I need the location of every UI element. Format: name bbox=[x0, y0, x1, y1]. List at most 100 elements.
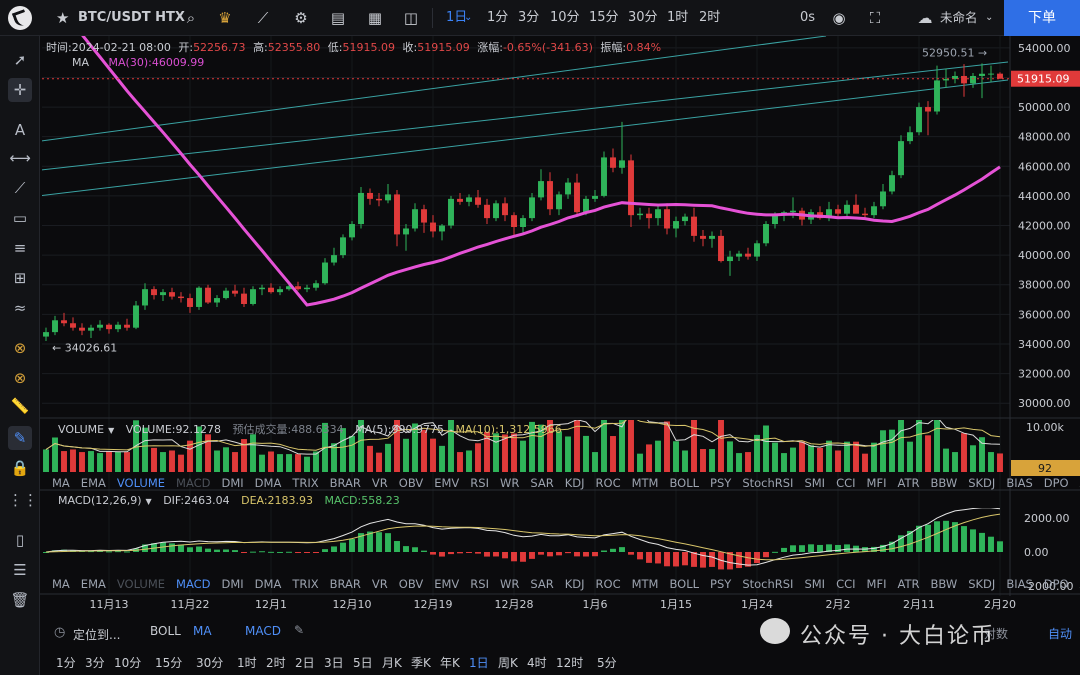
chevron-down-icon[interactable]: ⌄ bbox=[985, 12, 994, 23]
chevron-down-icon[interactable]: ▼ bbox=[145, 497, 152, 506]
parallel-channel-icon[interactable]: ≡ bbox=[13, 239, 27, 257]
indicator-tab-dma[interactable]: DMA bbox=[254, 476, 282, 490]
fullscreen-icon[interactable]: ⛶ bbox=[869, 9, 881, 27]
indicator-tab-mtm[interactable]: MTM bbox=[631, 577, 659, 591]
indicator-tab-mfi[interactable]: MFI bbox=[866, 476, 887, 490]
indicator-tab-wr[interactable]: WR bbox=[499, 577, 520, 591]
interval-15m[interactable]: 15分 bbox=[589, 10, 619, 25]
trend-line-icon[interactable]: ⟋ bbox=[14, 179, 26, 197]
interval-10m[interactable]: 10分 bbox=[550, 10, 580, 25]
indicator-tab-dmi[interactable]: DMI bbox=[221, 577, 244, 591]
indicator-tab-bbw[interactable]: BBW bbox=[930, 577, 958, 591]
indicator-tab-roc[interactable]: ROC bbox=[595, 476, 621, 490]
indicator-tab-wr[interactable]: WR bbox=[499, 476, 520, 490]
indicator-tab-obv[interactable]: OBV bbox=[398, 577, 424, 591]
indicator-tab-kdj[interactable]: KDJ bbox=[564, 577, 585, 591]
period-1时[interactable]: 1时 bbox=[237, 656, 257, 670]
chevron-down-icon[interactable]: ▼ bbox=[108, 426, 115, 435]
period-3分[interactable]: 3分 bbox=[85, 656, 105, 670]
indicator-tab-mtm[interactable]: MTM bbox=[631, 476, 659, 490]
period-5分[interactable]: 5分 bbox=[597, 656, 617, 670]
indicator-tab-dpo[interactable]: DPO bbox=[1043, 577, 1069, 591]
indicator-tab-rsi[interactable]: RSI bbox=[470, 577, 489, 591]
indicator-tab-skdj[interactable]: SKDJ bbox=[968, 476, 996, 490]
indicator-tab-bbw[interactable]: BBW bbox=[930, 476, 958, 490]
layout-name[interactable]: 未命名 bbox=[940, 10, 978, 25]
locate-button[interactable]: 定位到... bbox=[73, 628, 121, 642]
interval-1d[interactable]: 1日 bbox=[446, 10, 468, 25]
indicator-tab-ema[interactable]: EMA bbox=[80, 577, 106, 591]
search-icon[interactable]: ⌕ bbox=[186, 9, 196, 27]
visibility-icon[interactable]: ⋮⋮ bbox=[8, 491, 38, 509]
period-月K[interactable]: 月K bbox=[382, 656, 402, 670]
volume-name[interactable]: VOLUME bbox=[58, 423, 105, 436]
interval-30m[interactable]: 30分 bbox=[628, 10, 658, 25]
indicator-tab-skdj[interactable]: SKDJ bbox=[968, 577, 996, 591]
lock-icon[interactable]: 🔒 bbox=[10, 459, 30, 477]
indicator-tab-dma[interactable]: DMA bbox=[254, 577, 282, 591]
edit-icon[interactable]: ✎ bbox=[294, 623, 305, 637]
chevron-down-icon[interactable]: ⌄ bbox=[464, 12, 473, 23]
indicator-tab-roc[interactable]: ROC bbox=[595, 577, 621, 591]
period-3日[interactable]: 3日 bbox=[324, 656, 344, 670]
period-2日[interactable]: 2日 bbox=[295, 656, 315, 670]
indicator-tab-bias[interactable]: BIAS bbox=[1006, 577, 1033, 591]
text-tool-icon[interactable]: A bbox=[14, 121, 26, 139]
cloud-icon[interactable]: ☁ bbox=[917, 9, 933, 27]
auto-scale-button[interactable]: 自动 bbox=[1048, 627, 1073, 641]
period-5日[interactable]: 5日 bbox=[353, 656, 373, 670]
indicator-tab-ma[interactable]: MA bbox=[52, 577, 70, 591]
interval-2h[interactable]: 2时 bbox=[699, 10, 721, 25]
indicator-tab-boll[interactable]: BOLL bbox=[669, 577, 700, 591]
indicator-tab-brar[interactable]: BRAR bbox=[329, 476, 361, 490]
wave-tool-icon[interactable]: ≈ bbox=[13, 299, 27, 317]
price-chart[interactable]: 52950.51 →← 34026.61 54000.0052000.00500… bbox=[0, 0, 1080, 617]
indicator-tab-volume[interactable]: VOLUME bbox=[116, 476, 166, 490]
ma-legend[interactable]: MA MA(30):46009.99 bbox=[72, 56, 204, 69]
interval-1h[interactable]: 1时 bbox=[667, 10, 689, 25]
indicator-tab-atr[interactable]: ATR bbox=[897, 476, 920, 490]
locate-icon[interactable]: ◷ bbox=[54, 625, 66, 640]
indicator-tab-emv[interactable]: EMV bbox=[434, 577, 460, 591]
crown-icon[interactable]: ♛ bbox=[218, 9, 232, 27]
period-季K[interactable]: 季K bbox=[411, 656, 431, 670]
period-12时[interactable]: 12时 bbox=[556, 656, 584, 670]
log-scale-button[interactable]: 对数 bbox=[984, 627, 1009, 641]
indicator-tab-ema[interactable]: EMA bbox=[80, 476, 106, 490]
indicator-tab-brar[interactable]: BRAR bbox=[329, 577, 361, 591]
rectangle-icon[interactable]: ▭ bbox=[12, 209, 28, 227]
indicator-tab-trix[interactable]: TRIX bbox=[292, 476, 319, 490]
strong-magnet-icon[interactable]: ⊗ bbox=[13, 369, 27, 387]
indicator-tab-sar[interactable]: SAR bbox=[530, 577, 554, 591]
tag-boll[interactable]: BOLL bbox=[150, 624, 181, 638]
indicator-tab-smi[interactable]: SMI bbox=[804, 476, 826, 490]
tag-ma[interactable]: MA bbox=[193, 624, 212, 638]
period-1分[interactable]: 1分 bbox=[56, 656, 76, 670]
period-4时[interactable]: 4时 bbox=[527, 656, 547, 670]
indicator-tab-sar[interactable]: SAR bbox=[530, 476, 554, 490]
period-10分[interactable]: 10分 bbox=[114, 656, 142, 670]
bookmark-icon[interactable]: ▯ bbox=[15, 531, 25, 549]
indicator-tab-cci[interactable]: CCI bbox=[836, 577, 856, 591]
indicator-tab-boll[interactable]: BOLL bbox=[669, 476, 700, 490]
indicator-tab-trix[interactable]: TRIX bbox=[292, 577, 319, 591]
chart-type-icon[interactable]: ▤ bbox=[330, 9, 346, 27]
crosshair-icon[interactable]: ✛ bbox=[8, 78, 32, 102]
cursor-icon[interactable]: ➚ bbox=[13, 51, 27, 69]
tag-macd[interactable]: MACD bbox=[245, 624, 281, 638]
indicator-tab-dpo[interactable]: DPO bbox=[1043, 476, 1069, 490]
indicator-tab-obv[interactable]: OBV bbox=[398, 476, 424, 490]
indicator-tab-kdj[interactable]: KDJ bbox=[564, 476, 585, 490]
drawing-mode-icon[interactable]: ✎ bbox=[8, 426, 32, 450]
indicator-tab-psy[interactable]: PSY bbox=[710, 577, 732, 591]
horizontal-line-icon[interactable]: ⟷ bbox=[9, 149, 31, 167]
indicator-tab-ma[interactable]: MA bbox=[52, 476, 70, 490]
trash-icon[interactable]: 🗑 bbox=[10, 591, 30, 609]
indicator-tab-macd[interactable]: MACD bbox=[176, 476, 211, 490]
indicator-tab-atr[interactable]: ATR bbox=[897, 577, 920, 591]
camera-icon[interactable]: ◉ bbox=[832, 9, 846, 27]
indicator-tab-stochrsi[interactable]: StochRSI bbox=[742, 577, 794, 591]
grid-tool-icon[interactable]: ⊞ bbox=[13, 269, 27, 287]
indicator-tab-psy[interactable]: PSY bbox=[710, 476, 732, 490]
indicator-tab-smi[interactable]: SMI bbox=[804, 577, 826, 591]
